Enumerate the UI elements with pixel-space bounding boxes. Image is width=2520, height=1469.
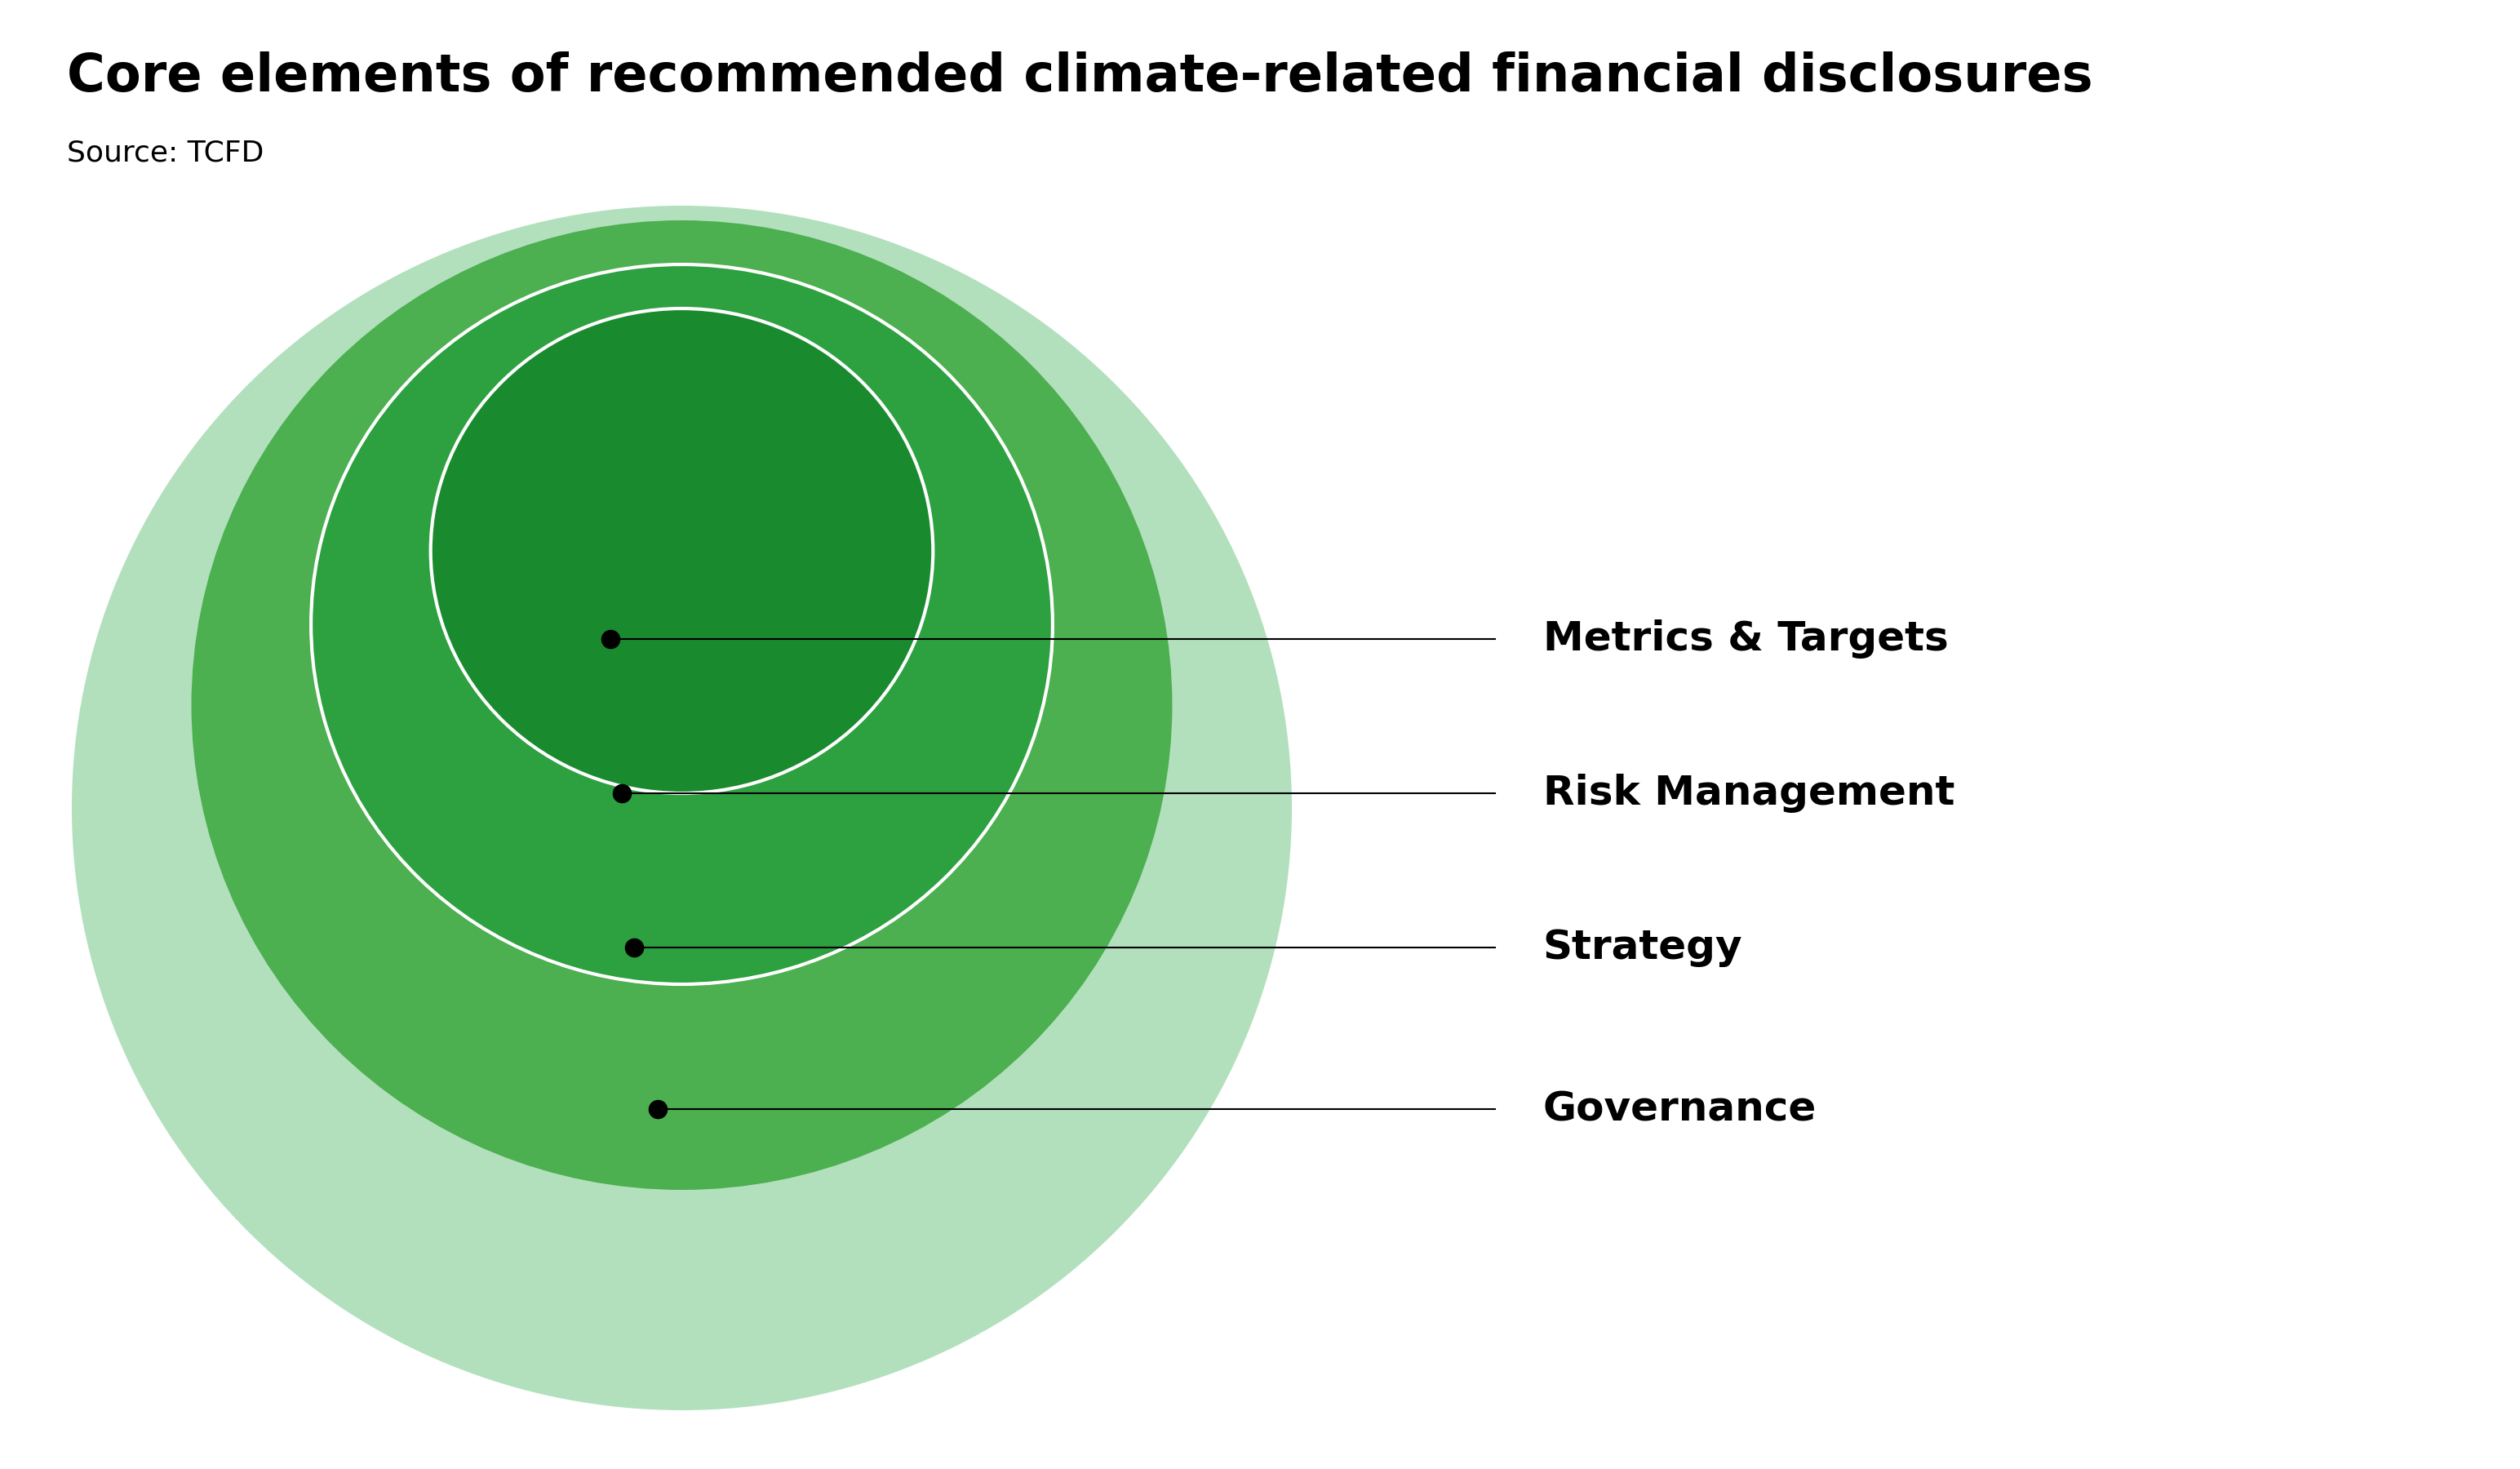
Text: Source: TCFD: Source: TCFD	[68, 140, 265, 167]
Text: Governance: Governance	[1542, 1090, 1817, 1128]
Text: Metrics & Targets: Metrics & Targets	[1542, 620, 1948, 658]
Text: Core elements of recommended climate-related financial disclosures: Core elements of recommended climate-rel…	[68, 51, 2094, 101]
Ellipse shape	[71, 206, 1293, 1410]
Ellipse shape	[192, 220, 1172, 1190]
Text: Strategy: Strategy	[1542, 928, 1744, 967]
Ellipse shape	[310, 264, 1053, 984]
Text: Risk Management: Risk Management	[1542, 774, 1956, 812]
Ellipse shape	[431, 308, 932, 793]
